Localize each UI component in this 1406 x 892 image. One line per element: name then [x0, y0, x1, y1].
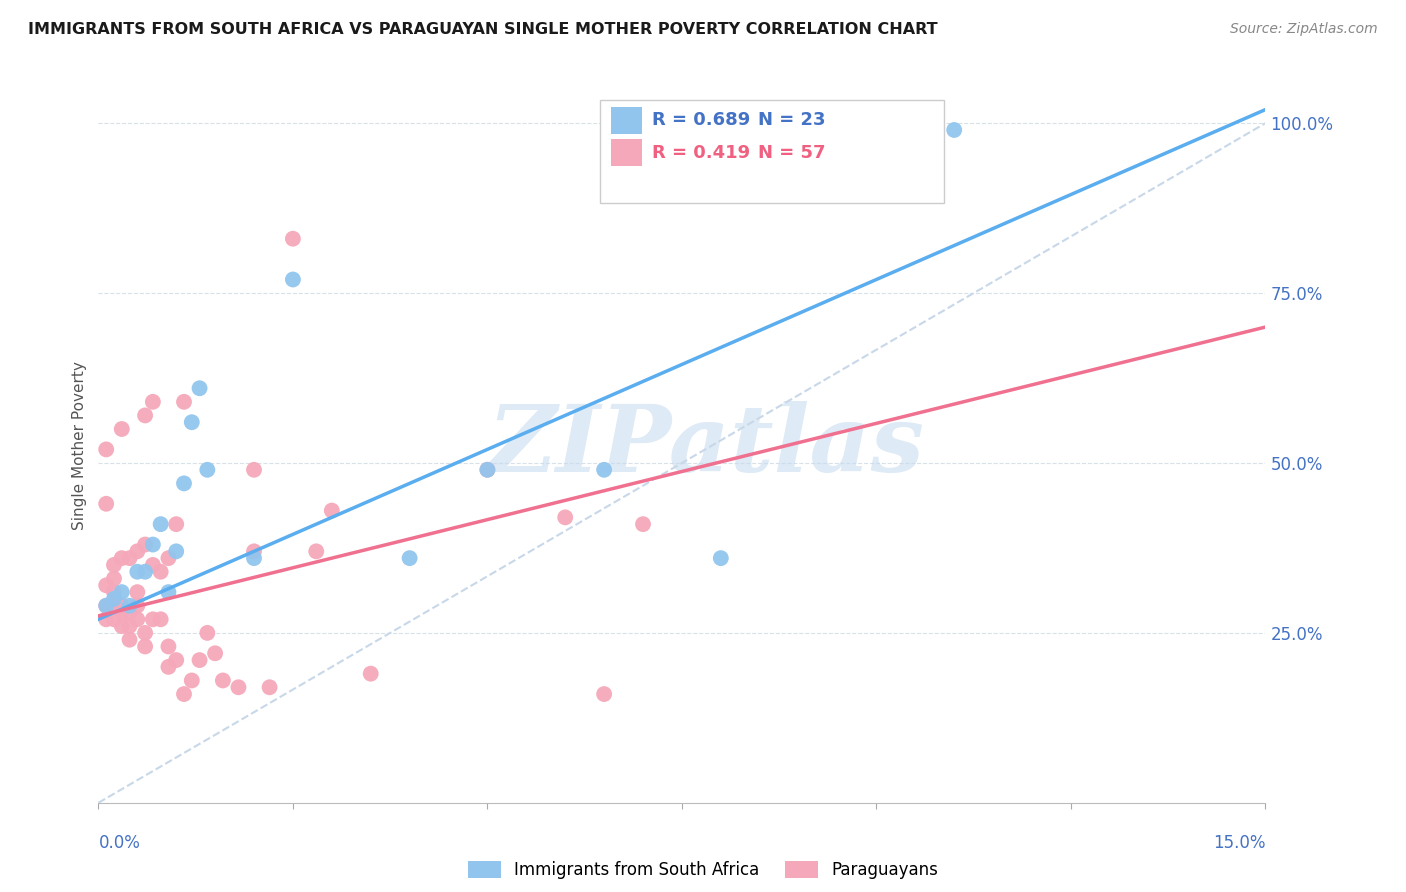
Point: [142, 612, 165, 626]
Point: [398, 551, 420, 566]
Point: [96, 578, 118, 592]
Point: [195, 626, 218, 640]
Point: [243, 544, 266, 558]
Point: [305, 544, 328, 558]
Y-axis label: Single Mother Poverty: Single Mother Poverty: [72, 361, 87, 531]
Point: [111, 599, 134, 613]
Point: [554, 510, 576, 524]
Point: [111, 619, 134, 633]
Point: [748, 178, 770, 192]
Point: [96, 612, 118, 626]
Point: [149, 517, 172, 532]
Text: N = 57: N = 57: [758, 144, 825, 161]
Point: [127, 585, 149, 599]
Point: [173, 476, 195, 491]
Point: [943, 123, 966, 137]
Text: 15.0%: 15.0%: [1213, 834, 1265, 852]
Point: [281, 272, 304, 286]
Point: [134, 640, 156, 654]
Text: ZIPatlas: ZIPatlas: [486, 401, 924, 491]
Point: [243, 463, 266, 477]
Point: [127, 565, 149, 579]
Point: [631, 517, 654, 532]
Point: [321, 503, 343, 517]
Point: [173, 394, 195, 409]
Point: [127, 612, 149, 626]
Text: R = 0.419: R = 0.419: [652, 144, 751, 161]
Point: [134, 565, 156, 579]
Point: [127, 544, 149, 558]
Point: [477, 463, 499, 477]
Point: [142, 558, 165, 572]
Point: [134, 409, 156, 423]
Point: [134, 537, 156, 551]
Point: [165, 544, 187, 558]
Point: [157, 660, 180, 674]
Point: [111, 585, 134, 599]
Point: [165, 517, 187, 532]
Point: [96, 442, 118, 457]
Point: [149, 612, 172, 626]
Point: [149, 565, 172, 579]
Point: [157, 640, 180, 654]
Point: [103, 585, 125, 599]
Point: [593, 687, 616, 701]
Point: [118, 599, 141, 613]
Point: [173, 687, 195, 701]
Point: [180, 673, 202, 688]
Text: R = 0.689: R = 0.689: [652, 112, 751, 129]
Point: [188, 653, 211, 667]
Point: [477, 463, 499, 477]
Text: IMMIGRANTS FROM SOUTH AFRICA VS PARAGUAYAN SINGLE MOTHER POVERTY CORRELATION CHA: IMMIGRANTS FROM SOUTH AFRICA VS PARAGUAY…: [28, 22, 938, 37]
Point: [710, 551, 733, 566]
Point: [360, 666, 382, 681]
Point: [96, 599, 118, 613]
Point: [118, 606, 141, 620]
Point: [111, 551, 134, 566]
Point: [142, 394, 165, 409]
Point: [157, 585, 180, 599]
Point: [118, 632, 141, 647]
Point: [103, 558, 125, 572]
Point: [165, 653, 187, 667]
Point: [96, 599, 118, 613]
Point: [111, 606, 134, 620]
Text: N = 23: N = 23: [758, 112, 825, 129]
Point: [180, 415, 202, 429]
Point: [212, 673, 235, 688]
Point: [103, 572, 125, 586]
Point: [111, 422, 134, 436]
Point: [134, 626, 156, 640]
Legend: Immigrants from South Africa, Paraguayans: Immigrants from South Africa, Paraguayan…: [468, 861, 938, 880]
Point: [127, 599, 149, 613]
Point: [259, 680, 281, 694]
Point: [243, 551, 266, 566]
Point: [96, 497, 118, 511]
Point: [195, 463, 218, 477]
Point: [204, 646, 226, 660]
Text: 0.0%: 0.0%: [98, 834, 141, 852]
Point: [118, 551, 141, 566]
Point: [118, 619, 141, 633]
Point: [281, 232, 304, 246]
Point: [103, 599, 125, 613]
Point: [593, 463, 616, 477]
Point: [103, 612, 125, 626]
Point: [142, 537, 165, 551]
Point: [228, 680, 250, 694]
Point: [103, 591, 125, 606]
Text: Source: ZipAtlas.com: Source: ZipAtlas.com: [1230, 22, 1378, 37]
Point: [188, 381, 211, 395]
Point: [157, 551, 180, 566]
